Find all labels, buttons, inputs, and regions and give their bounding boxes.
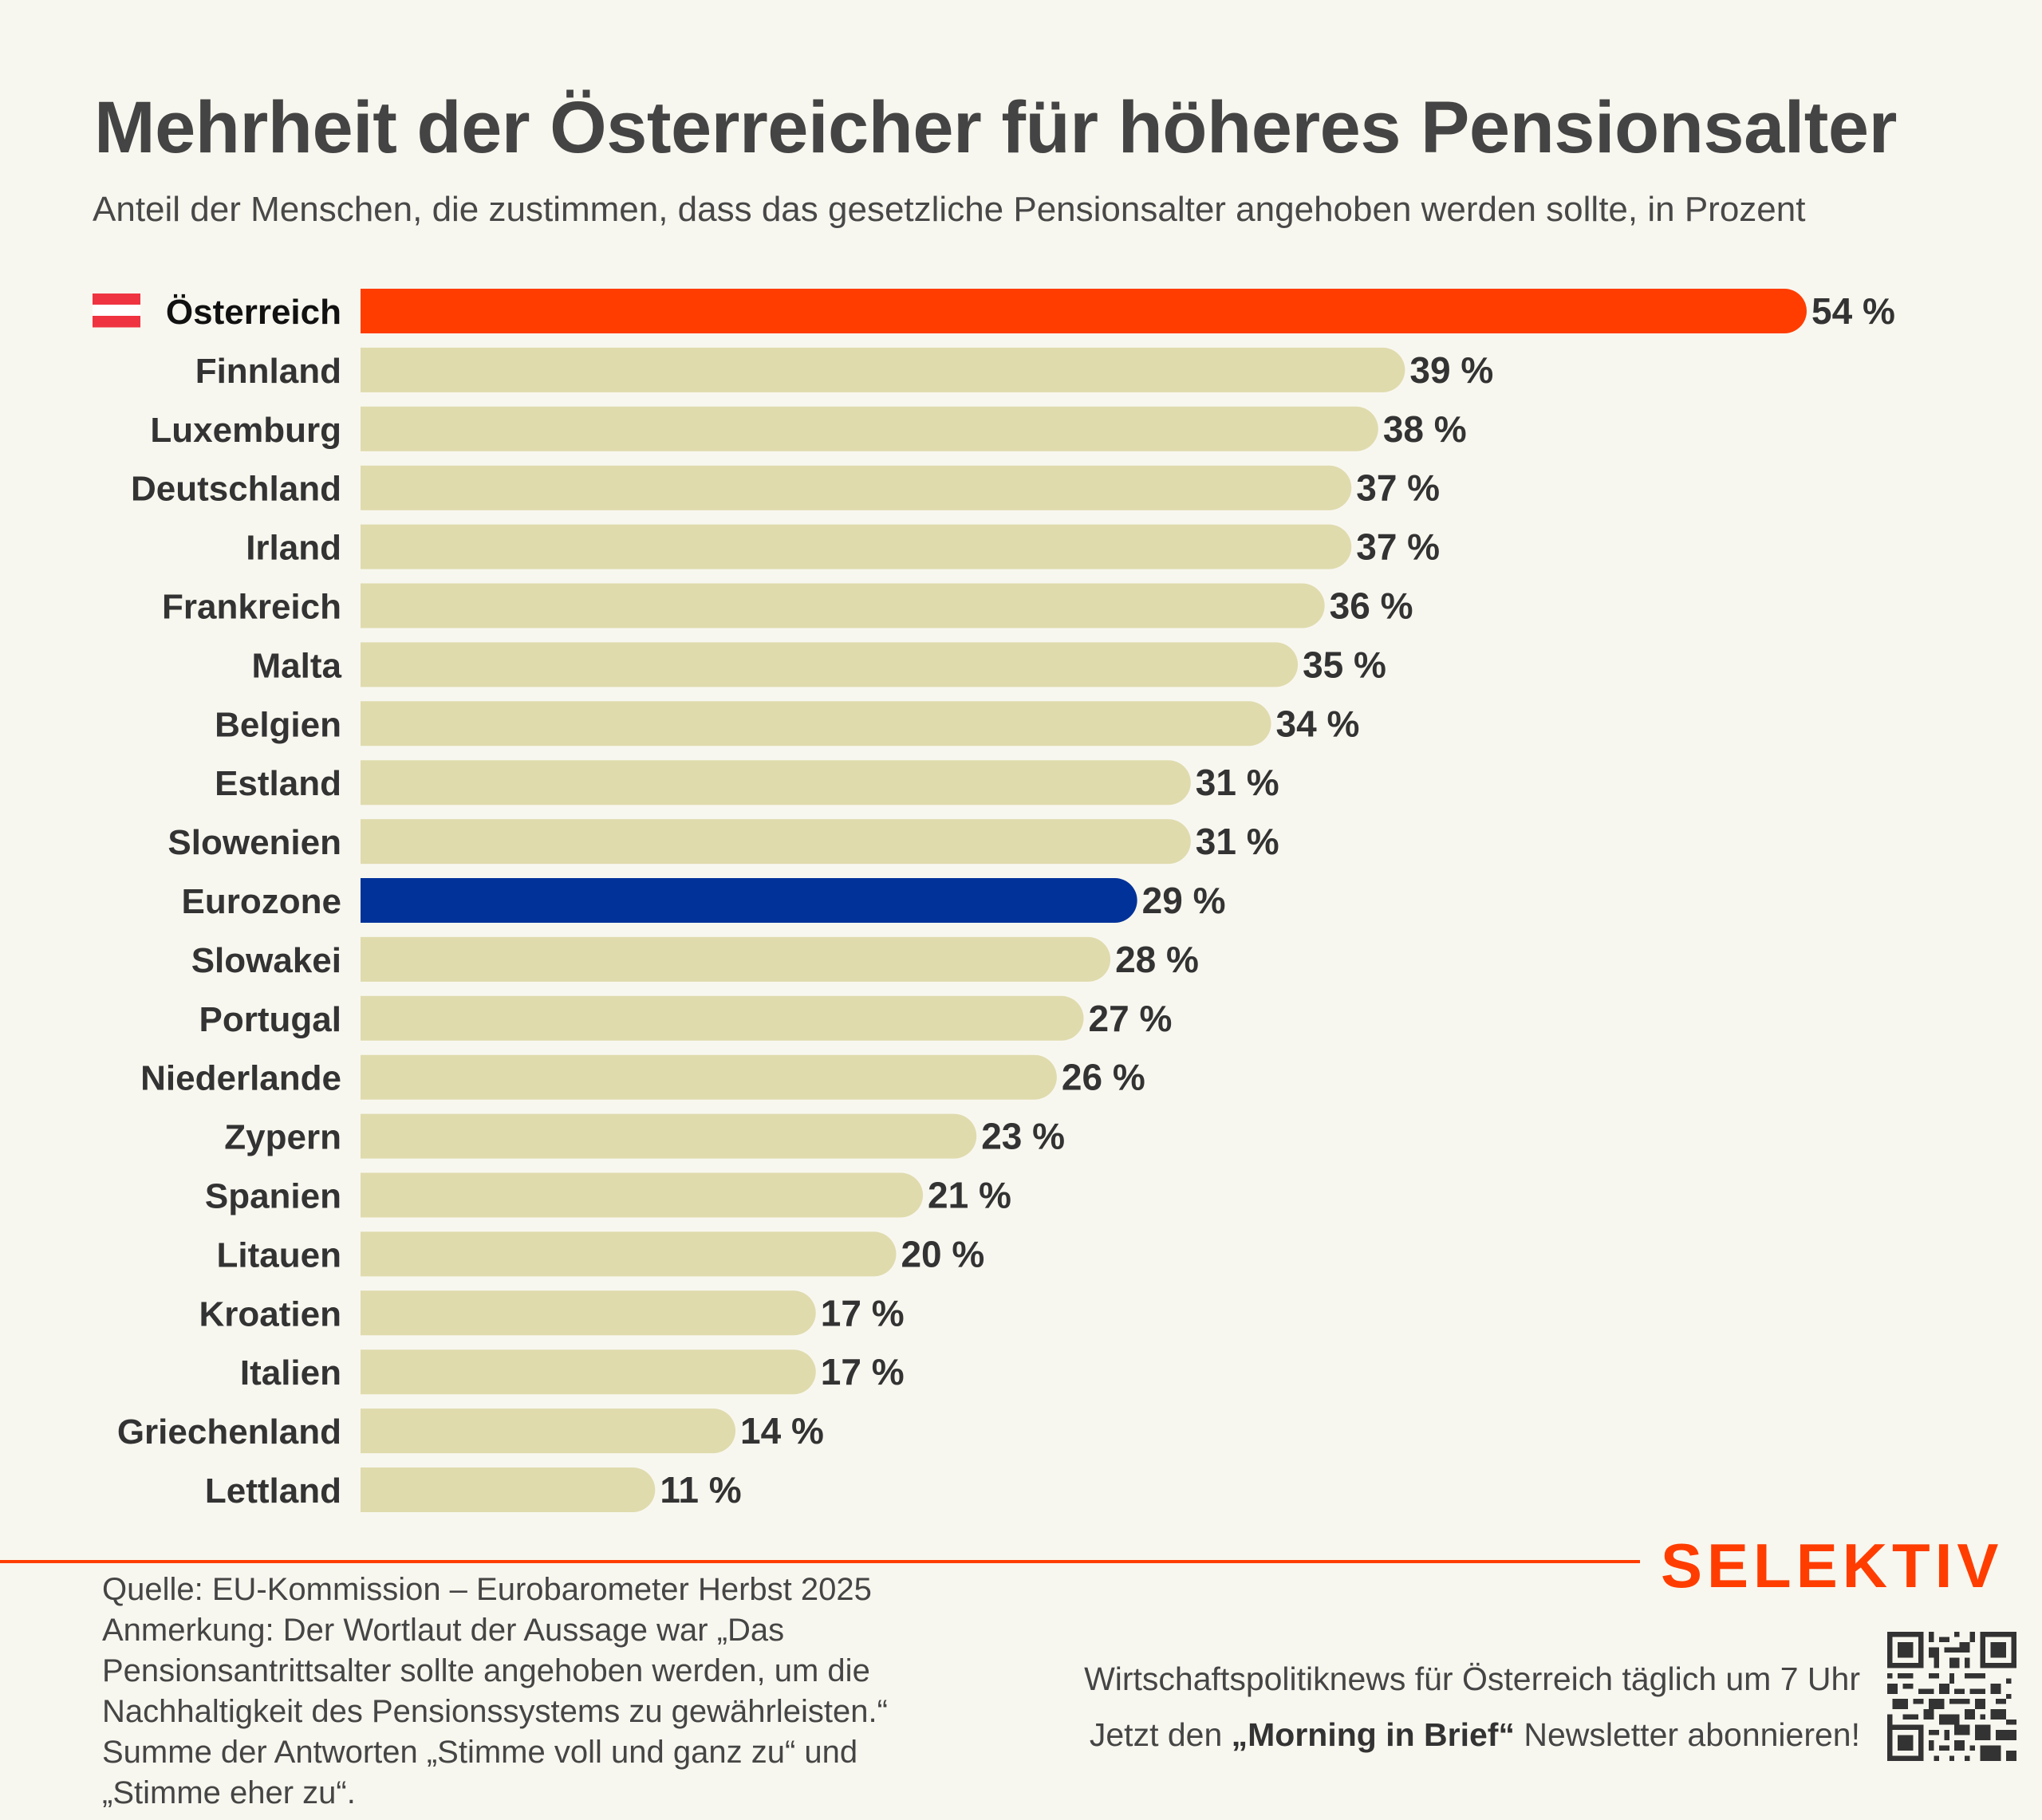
note-line: Anmerkung: Der Wortlaut der Aussage war … xyxy=(102,1613,785,1648)
footer-divider xyxy=(0,1560,1640,1563)
value-label: 29 % xyxy=(1142,880,1226,921)
selektiv-logo[interactable]: SELEKTIV xyxy=(1661,1530,2004,1601)
bar-portugal xyxy=(361,995,1084,1041)
bar-deutschland xyxy=(361,465,1352,510)
category-label: Eurozone xyxy=(182,882,341,921)
bar-slowakei xyxy=(361,936,1111,982)
value-label: 17 % xyxy=(821,1292,905,1333)
note-line: „Stimme eher zu“. xyxy=(102,1775,356,1810)
category-label: Slowakei xyxy=(191,941,341,980)
category-label: Spanien xyxy=(205,1177,341,1216)
note-line: Pensionsantrittsalter sollte angehoben w… xyxy=(102,1653,870,1688)
value-label: 21 % xyxy=(928,1175,1011,1216)
category-label: Luxemburg xyxy=(150,411,341,450)
value-label: 39 % xyxy=(1409,349,1493,391)
bar-slowenien xyxy=(361,819,1191,865)
category-label: Österreich xyxy=(166,293,341,332)
category-label: Lettland xyxy=(205,1471,341,1511)
bar-zypern xyxy=(361,1113,977,1159)
promo-line-2[interactable]: Jetzt den „Morning in Brief“ Newsletter … xyxy=(1084,1707,1860,1763)
chart-subtitle: Anteil der Menschen, die zustimmen, dass… xyxy=(93,190,1806,229)
category-label: Portugal xyxy=(199,1000,341,1039)
bar-irland xyxy=(361,524,1352,569)
value-label: 14 % xyxy=(740,1410,824,1452)
bar-frankreich xyxy=(361,583,1325,628)
category-label: Kroatien xyxy=(199,1294,341,1333)
promo-line-1: Wirtschaftspolitiknews für Österreich tä… xyxy=(1084,1660,1860,1697)
bar-kroatien xyxy=(361,1290,816,1336)
value-label: 38 % xyxy=(1383,408,1467,450)
value-label: 34 % xyxy=(1276,703,1360,744)
bar-niederlande xyxy=(361,1054,1057,1100)
category-label: Belgien xyxy=(215,705,341,744)
category-label: Finnland xyxy=(195,352,341,391)
value-label: 17 % xyxy=(821,1351,905,1393)
value-label: 20 % xyxy=(901,1233,984,1274)
bar-eurozone xyxy=(361,878,1137,923)
value-label: 27 % xyxy=(1089,998,1173,1039)
note-line: Summe der Antworten „Stimme voll und gan… xyxy=(102,1735,858,1770)
category-label: Slowenien xyxy=(168,823,341,862)
newsletter-promo: Wirtschaftspolitiknews für Österreich tä… xyxy=(1084,1651,1860,1763)
bar-malta xyxy=(361,642,1299,687)
note-line: Nachhaltigkeit des Pensionssystems zu ge… xyxy=(102,1694,888,1729)
category-label: Deutschland xyxy=(131,470,341,509)
value-label: 54 % xyxy=(1811,290,1895,332)
value-label: 31 % xyxy=(1196,762,1279,803)
bar-griechenland xyxy=(361,1408,736,1454)
qr-code-icon[interactable] xyxy=(1887,1632,2016,1761)
austria-flag-icon xyxy=(93,293,140,328)
category-label: Zypern xyxy=(224,1118,341,1157)
value-label: 26 % xyxy=(1062,1057,1145,1098)
promo-pre: Jetzt den xyxy=(1089,1716,1232,1753)
category-label: Litauen xyxy=(217,1235,341,1274)
chart-title: Mehrheit der Österreicher für höheres Pe… xyxy=(94,87,1897,168)
source-line: Quelle: EU-Kommission – Eurobarometer He… xyxy=(102,1572,872,1607)
value-label: 28 % xyxy=(1115,939,1199,980)
value-label: 35 % xyxy=(1303,644,1386,685)
value-label: 31 % xyxy=(1196,821,1279,862)
bar-chart: Österreich 54 % Finnland 39 % Luxemburg 38 % D… xyxy=(93,289,1895,1512)
bar-lettland xyxy=(361,1467,656,1512)
category-label: Estland xyxy=(215,764,341,803)
newsletter-name: „Morning in Brief“ xyxy=(1231,1716,1515,1753)
value-label: 23 % xyxy=(981,1116,1065,1157)
bar-estland xyxy=(361,760,1191,806)
category-label: Griechenland xyxy=(117,1412,341,1452)
bar-litauen xyxy=(361,1231,897,1277)
promo-post: Newsletter abonnieren! xyxy=(1514,1716,1860,1753)
category-label: Frankreich xyxy=(162,588,341,627)
bar-spanien xyxy=(361,1172,924,1218)
bar-italien xyxy=(361,1349,816,1395)
bar-osterreich xyxy=(361,289,1807,333)
source-notes: Quelle: EU-Kommission – Eurobarometer He… xyxy=(102,1570,1011,1814)
category-label: Irland xyxy=(246,529,341,568)
value-label: 37 % xyxy=(1356,467,1440,509)
bar-belgien xyxy=(361,701,1271,747)
category-label: Malta xyxy=(252,646,342,685)
value-label: 36 % xyxy=(1330,585,1413,627)
category-label: Niederlande xyxy=(140,1059,341,1098)
category-label: Italien xyxy=(240,1353,341,1393)
value-label: 11 % xyxy=(660,1469,741,1511)
bar-luxemburg xyxy=(361,406,1378,451)
bar-finnland xyxy=(361,347,1405,392)
value-label: 37 % xyxy=(1356,526,1440,568)
